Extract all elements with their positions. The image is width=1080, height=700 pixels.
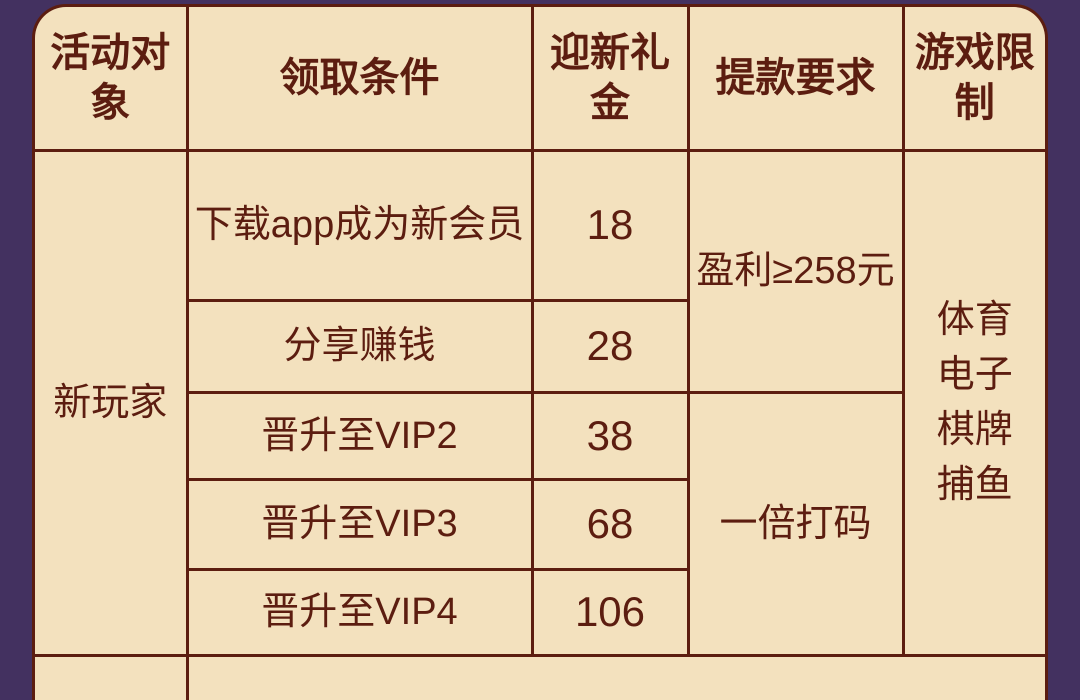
cell-condition-vip2: 晋升至VIP2 <box>185 390 534 481</box>
header-withdrawal-requirement: 提款要求 <box>686 7 905 152</box>
cell-activity-target-new-player: 新玩家 <box>35 148 189 657</box>
promotion-rules-table: 活动对象 领取条件 迎新礼金 提款要求 游戏限制 新玩家 下载app成为新会员 … <box>32 4 1048 700</box>
cell-withdrawal-1x-wager: 一倍打码 <box>686 390 905 657</box>
cell-bonus-68: 68 <box>530 477 690 571</box>
cell-condition-share-earn: 分享赚钱 <box>185 298 534 394</box>
table-header-row: 活动对象 领取条件 迎新礼金 提款要求 游戏限制 <box>35 7 1045 152</box>
table-row: 晋升至VIP3 68 <box>35 477 1045 571</box>
table-row: 晋升至VIP4 106 <box>35 567 1045 657</box>
cell-next-activity-target-clipped <box>35 653 189 700</box>
table-row-next-partial <box>35 653 1045 700</box>
cell-condition-download-app: 下载app成为新会员 <box>185 148 534 302</box>
cell-next-merged-clipped <box>185 653 1045 700</box>
table-row: 新玩家 下载app成为新会员 18 盈利≥258元 体育 电子 棋牌 捕鱼 <box>35 148 1045 657</box>
header-game-limit: 游戏限制 <box>901 7 1045 152</box>
header-activity-target: 活动对象 <box>35 7 189 152</box>
cell-bonus-38: 38 <box>530 390 690 481</box>
table-row: 晋升至VIP2 38 一倍打码 <box>35 390 1045 657</box>
cell-bonus-28: 28 <box>530 298 690 394</box>
cell-bonus-18: 18 <box>530 148 690 302</box>
cell-bonus-106: 106 <box>530 567 690 657</box>
cell-game-limit-list: 体育 电子 棋牌 捕鱼 <box>901 148 1045 657</box>
header-welcome-bonus: 迎新礼金 <box>530 7 690 152</box>
header-claim-condition: 领取条件 <box>185 7 534 152</box>
cell-condition-vip4: 晋升至VIP4 <box>185 567 534 657</box>
cell-condition-vip3: 晋升至VIP3 <box>185 477 534 571</box>
cell-withdrawal-profit-258: 盈利≥258元 <box>686 148 905 394</box>
promotion-rules-grid: 活动对象 领取条件 迎新礼金 提款要求 游戏限制 新玩家 下载app成为新会员 … <box>35 7 1045 700</box>
table-row: 分享赚钱 28 <box>35 298 1045 394</box>
